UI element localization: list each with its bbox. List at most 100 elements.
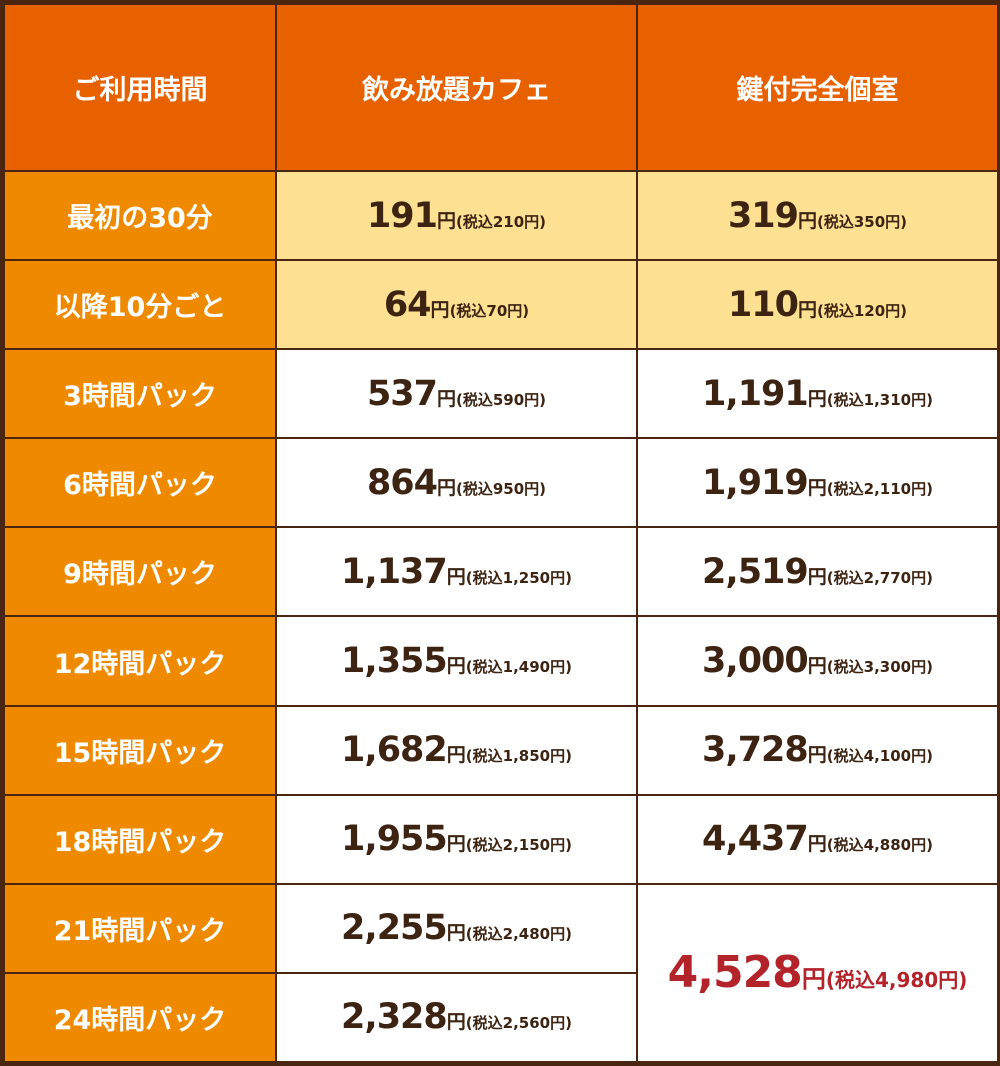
row-label: 最初の30分 (3, 169, 277, 262)
cafe-price-cell: 1,355円(税込1,490円) (275, 615, 638, 707)
row-label: 以降10分ごと (3, 259, 277, 351)
yen-unit: 円 (430, 298, 450, 321)
cafe-price-cell: 537円(税込590円) (275, 348, 638, 440)
price-value: 110 (727, 284, 799, 325)
cafe-price-cell: 2,328円(税込2,560円) (275, 971, 638, 1064)
tax-included-price: (税込3,300円) (826, 658, 933, 677)
row-label: 12時間パック (3, 615, 277, 707)
yen-unit: 円 (446, 565, 466, 588)
price-value: 319 (727, 195, 799, 236)
cafe-price-cell: 191円(税込210円) (275, 169, 638, 262)
yen-unit: 円 (807, 744, 827, 767)
tax-included-price: (税込950円) (456, 479, 547, 498)
row-label: 15時間パック (3, 704, 277, 796)
yen-unit: 円 (437, 387, 457, 410)
row-label: 3時間パック (3, 348, 277, 440)
room-price-cell: 3,000円(税込3,300円) (636, 615, 999, 707)
tax-included-price: (税込2,110円) (826, 479, 933, 498)
cafe-price-cell: 1,137円(税込1,250円) (275, 526, 638, 618)
price-value: 1,355 (341, 641, 448, 682)
table-row: 18時間パック 1,955円(税込2,150円) 4,437円(税込4,880円… (3, 793, 999, 885)
room-price-cell: 319円(税込350円) (636, 169, 999, 262)
price-value: 2,255 (341, 908, 448, 949)
yen-unit: 円 (807, 565, 827, 588)
price-table: ご利用時間 飲み放題カフェ 鍵付完全個室 最初の30分 191円(税込210円)… (3, 3, 999, 1064)
yen-unit: 円 (446, 833, 466, 856)
yen-unit: 円 (801, 965, 826, 994)
table-row: 9時間パック 1,137円(税込1,250円) 2,519円(税込2,770円) (3, 526, 999, 618)
yen-unit: 円 (446, 1011, 466, 1034)
table-row: 6時間パック 864円(税込950円) 1,919円(税込2,110円) (3, 437, 999, 529)
yen-unit: 円 (807, 655, 827, 678)
tax-included-price: (税込1,490円) (465, 658, 572, 677)
price-value: 4,528 (667, 947, 803, 999)
table-row: 以降10分ごと 64円(税込70円) 110円(税込120円) (3, 259, 999, 351)
row-label: 21時間パック (3, 882, 277, 974)
tax-included-price: (税込4,880円) (826, 836, 933, 855)
row-label: 9時間パック (3, 526, 277, 618)
tax-included-price: (税込2,480円) (465, 925, 572, 944)
price-value: 4,437 (702, 819, 809, 860)
yen-unit: 円 (807, 387, 827, 410)
table-header-row: ご利用時間 飲み放題カフェ 鍵付完全個室 (3, 3, 999, 172)
tax-included-price: (税込1,310円) (826, 390, 933, 409)
price-value: 864 (366, 462, 438, 503)
table-row: 最初の30分 191円(税込210円) 319円(税込350円) (3, 169, 999, 262)
tax-included-price: (税込350円) (817, 212, 908, 231)
table-row: 24時間パック 2,328円(税込2,560円) (3, 971, 998, 1064)
room-price-cell: 4,437円(税込4,880円) (636, 793, 999, 885)
header-cafe: 飲み放題カフェ (275, 3, 638, 172)
tax-included-price: (税込4,100円) (826, 747, 933, 766)
tax-included-price: (税込1,250円) (465, 568, 572, 587)
tax-included-price: (税込210円) (456, 212, 547, 231)
yen-unit: 円 (798, 298, 818, 321)
yen-unit: 円 (446, 744, 466, 767)
price-value: 3,728 (702, 730, 809, 771)
row-label: 18時間パック (3, 793, 277, 885)
yen-unit: 円 (446, 655, 466, 678)
tax-included-price: (税込70円) (449, 301, 530, 320)
room-price-cell: 110円(税込120円) (636, 259, 999, 351)
cafe-price-cell: 1,955円(税込2,150円) (275, 793, 638, 885)
price-value: 537 (366, 373, 438, 414)
yen-unit: 円 (807, 476, 827, 499)
tax-included-price: (税込120円) (817, 301, 908, 320)
header-room: 鍵付完全個室 (636, 3, 999, 172)
price-value: 1,137 (341, 551, 448, 592)
tax-included-price: (税込4,980円) (825, 968, 968, 993)
cafe-price-cell: 64円(税込70円) (275, 259, 638, 351)
yen-unit: 円 (437, 476, 457, 499)
price-value: 2,519 (702, 551, 809, 592)
price-value: 3,000 (702, 641, 809, 682)
room-price-cell: 1,191円(税込1,310円) (636, 348, 999, 440)
price-value: 1,682 (341, 730, 448, 771)
row-label: 6時間パック (3, 437, 277, 529)
cafe-price-cell: 864円(税込950円) (275, 437, 638, 529)
tax-included-price: (税込2,770円) (826, 568, 933, 587)
price-value: 1,955 (341, 819, 448, 860)
tax-included-price: (税込2,150円) (465, 836, 572, 855)
table-row: 3時間パック 537円(税込590円) 1,191円(税込1,310円) (3, 348, 999, 440)
room-price-cell-merged: 4,528円(税込4,980円) (636, 882, 999, 1064)
cafe-price-cell: 2,255円(税込2,480円) (275, 882, 638, 974)
tax-included-price: (税込2,560円) (465, 1014, 572, 1033)
table-row: 21時間パック 2,255円(税込2,480円) 4,528円(税込4,980円… (3, 882, 999, 1064)
room-price-cell: 1,919円(税込2,110円) (636, 437, 999, 529)
yen-unit: 円 (798, 209, 818, 232)
price-value: 191 (366, 195, 438, 236)
room-price-cell: 2,519円(税込2,770円) (636, 526, 999, 618)
header-time: ご利用時間 (3, 3, 277, 172)
price-value: 64 (383, 284, 432, 325)
yen-unit: 円 (807, 833, 827, 856)
row-label: 24時間パック (3, 971, 277, 1064)
tax-included-price: (税込1,850円) (465, 747, 572, 766)
tax-included-price: (税込590円) (456, 390, 547, 409)
price-value: 1,191 (702, 373, 809, 414)
yen-unit: 円 (446, 922, 466, 945)
price-value: 1,919 (702, 462, 809, 503)
cafe-price-cell: 1,682円(税込1,850円) (275, 704, 638, 796)
table-row: 12時間パック 1,355円(税込1,490円) 3,000円(税込3,300円… (3, 615, 999, 707)
price-value: 2,328 (341, 997, 448, 1038)
room-price-cell: 3,728円(税込4,100円) (636, 704, 999, 796)
